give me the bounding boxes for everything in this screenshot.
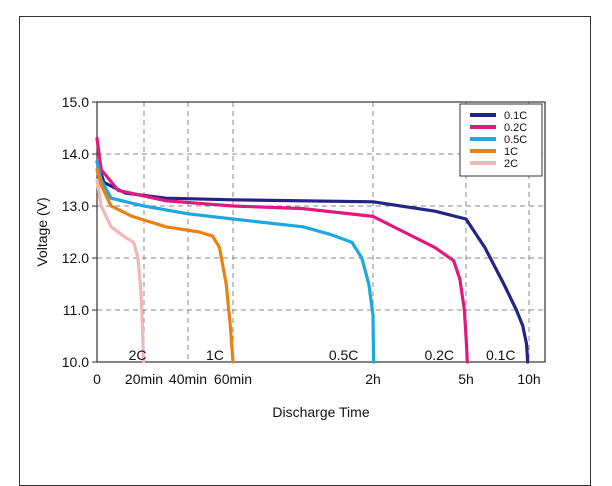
x-tick-label: 20min (125, 371, 163, 387)
x-tick-label: 0 (93, 371, 101, 387)
x-tick-label: 40min (169, 371, 207, 387)
grid-layer (97, 102, 545, 362)
figure-frame (19, 16, 591, 486)
x-axis-label: Discharge Time (272, 404, 369, 420)
series-line-1C (95, 168, 235, 364)
legend-label: 2C (504, 158, 518, 170)
legend-label: 0.1C (504, 110, 527, 122)
series-line-2C (95, 178, 146, 364)
x-tick-label: 60min (214, 371, 252, 387)
x-tick-label: 10h (517, 371, 540, 387)
series-line-0_1C (95, 160, 530, 364)
curve-end-label: 0.1C (486, 347, 516, 363)
y-tick-label: 12.0 (62, 250, 89, 266)
y-tick-label: 15.0 (62, 94, 89, 110)
legend-label: 1C (504, 146, 518, 158)
y-tick-label: 11.0 (63, 302, 89, 318)
curve-end-label: 2C (129, 347, 147, 363)
curve-end-label: 0.2C (424, 347, 454, 363)
legend-label: 0.2C (504, 122, 527, 134)
legend-label: 0.5C (504, 134, 527, 146)
curve-end-label: 0.5C (329, 347, 359, 363)
y-tick-label: 13.0 (62, 198, 89, 214)
tick-layer: 10.0 11.0 12.0 13.0 14.0 15.0 0 20min 40min 60min… (62, 94, 541, 387)
curve-end-label: 1C (206, 347, 224, 363)
x-tick-label: 2h (365, 371, 381, 387)
y-axis-label: Voltage (V) (34, 197, 50, 266)
y-tick-label: 14.0 (62, 146, 89, 162)
series-line-0_2C (95, 136, 469, 364)
x-tick-label: 5h (458, 371, 474, 387)
y-tick-label: 10.0 (62, 354, 89, 370)
series-line-0_5C (95, 160, 376, 364)
plot-area (96, 101, 546, 363)
